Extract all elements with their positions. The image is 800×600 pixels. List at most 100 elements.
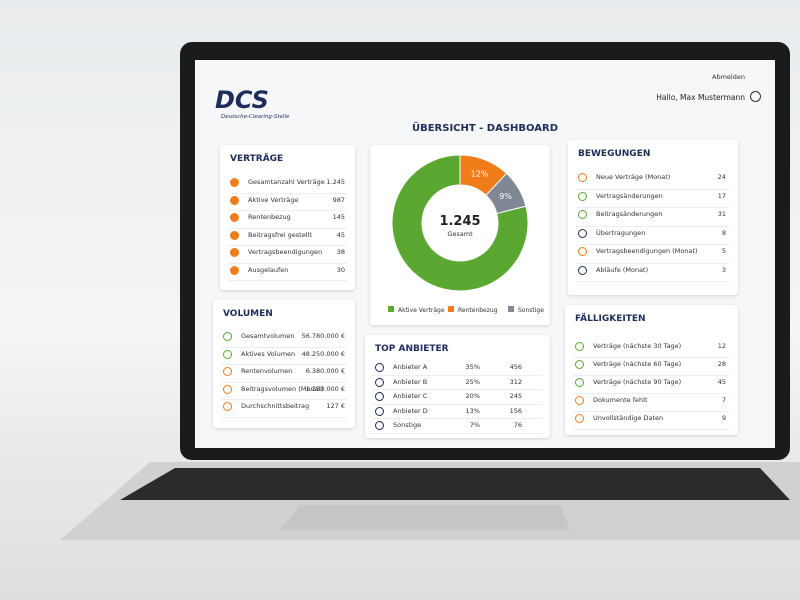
row-divider	[576, 188, 730, 190]
row-label: Unvollständige Daten	[593, 414, 664, 422]
row-value: 456	[509, 363, 522, 371]
row-icon	[578, 173, 587, 182]
bewegungen-card: BEWEGUNGEN Neue Verträge (Monat) 24 Vertrag…	[568, 140, 738, 295]
top_anbieter-card: TOP ANBIETER Anbieter A 456 35% Anbieter B 31…	[365, 335, 550, 438]
donut-segment	[485, 172, 527, 215]
row-divider	[221, 399, 347, 400]
row-label: Vertragsbeendigungen	[248, 248, 323, 256]
row-label: Anbieter C	[393, 392, 428, 400]
legend-label: Sonstige	[518, 307, 544, 314]
row-label: Neue Verträge (Monat)	[596, 173, 671, 181]
row-value: 12	[717, 342, 726, 350]
row-label: Dokumente fehlt	[593, 396, 648, 404]
row-label: Beitragsfrei gestellt	[248, 230, 312, 239]
user-icon[interactable]	[750, 91, 761, 102]
row-value: 13%	[465, 406, 480, 415]
row-label: Rentenbezug	[248, 213, 291, 221]
row-divider	[228, 227, 347, 229]
row-value: 76	[513, 421, 522, 429]
row-divider	[228, 210, 347, 211]
row-divider	[221, 416, 347, 418]
row-label: Gesamtvolumen	[241, 332, 295, 340]
row-value: 45	[336, 230, 345, 239]
row-divider	[221, 381, 347, 383]
card-title: FÄLLIGKEITEN	[575, 314, 646, 324]
row-divider	[573, 411, 730, 412]
donut-chart: 79% Aktive Verträge 12% Rentenbezug 9% Sonsti…	[388, 154, 544, 314]
row-divider	[576, 244, 730, 245]
row-icon	[375, 406, 384, 416]
card-title: VOLUMEN	[223, 309, 273, 319]
row-icon	[575, 414, 584, 423]
row-value: 5	[721, 247, 726, 255]
row-label: Aktives Volumen	[241, 349, 296, 358]
row-divider	[573, 357, 730, 358]
row-value: 48.250.000 €	[301, 349, 345, 358]
row-value: 7%	[469, 421, 480, 429]
row-label: Abläufe (Monat)	[596, 265, 649, 274]
row-label: Sonstige	[393, 421, 422, 429]
row-value: 156	[509, 406, 522, 415]
row-value: 9	[721, 414, 726, 422]
row-icon	[375, 421, 384, 430]
row-icon	[230, 213, 239, 222]
row-divider	[373, 432, 542, 434]
row-value: 56.780.000 €	[301, 332, 345, 340]
row-value: 145	[332, 213, 345, 221]
card-title: VERTRÄGE	[230, 154, 284, 164]
row-divider	[228, 245, 347, 246]
row-icon	[575, 360, 584, 369]
row-label: Durchschnittsbeitrag	[241, 402, 310, 410]
row-icon	[230, 265, 239, 275]
row-icon	[575, 396, 584, 405]
row-divider	[228, 262, 347, 264]
row-value: 127 €	[326, 402, 345, 410]
row-label: Verträge (nächste 30 Tage)	[593, 342, 682, 350]
row-divider	[373, 403, 542, 405]
logout[interactable]: Abmelden	[712, 73, 745, 81]
segment-label: 9%	[499, 192, 512, 201]
row-icon	[223, 402, 232, 411]
card-title: BEWEGUNGEN	[578, 149, 651, 159]
row-icon	[578, 247, 587, 256]
volumen-card: VOLUMEN Gesamtvolumen 56.780.000 € Aktives …	[213, 300, 355, 428]
greeting: Hallo, Max Mustermann	[656, 93, 745, 102]
row-icon	[578, 265, 587, 275]
row-value: 245	[509, 392, 522, 400]
row-icon	[223, 349, 232, 359]
row-label: Rentenvolumen	[241, 367, 293, 375]
row-value: 3	[721, 265, 726, 274]
row-icon	[230, 195, 239, 205]
row-icon	[578, 228, 587, 238]
row-icon	[375, 363, 384, 372]
row-icon	[223, 384, 232, 394]
row-value: 7	[721, 396, 726, 404]
row-value: 20%	[465, 392, 480, 400]
vertraege-card: VERTRÄGE Gesamtanzahl Verträge 1.245 Aktive…	[220, 145, 355, 290]
row-value: 45	[717, 378, 726, 386]
legend-swatch	[388, 306, 394, 312]
row-divider	[576, 262, 730, 264]
logo-subtitle: Deutsche-Clearing-Stelle	[221, 114, 290, 120]
row-label: Übertragungen	[596, 228, 646, 237]
segment-label: 79%	[389, 286, 407, 295]
donut-total: 1.245	[439, 214, 480, 229]
row-label: Vertragsänderungen	[596, 191, 663, 200]
row-value: 17	[717, 191, 726, 200]
row-icon	[230, 248, 239, 257]
row-icon	[575, 342, 584, 351]
row-value: 28	[717, 360, 726, 368]
row-label: Gesamtanzahl Verträge	[248, 178, 325, 186]
row-divider	[573, 393, 730, 394]
row-value: 38	[336, 248, 345, 256]
row-label: Anbieter A	[393, 363, 428, 371]
row-divider	[373, 374, 542, 376]
row-icon	[575, 378, 584, 387]
row-value: 6.380.000 €	[305, 367, 345, 375]
row-divider	[373, 389, 542, 390]
row-label: Anbieter B	[393, 377, 428, 386]
screen: DCS Deutsche-Clearing-Stelle Abmelden Ha…	[195, 60, 775, 448]
row-value: 35%	[465, 363, 480, 371]
row-label: Beitragsänderungen	[596, 210, 663, 218]
